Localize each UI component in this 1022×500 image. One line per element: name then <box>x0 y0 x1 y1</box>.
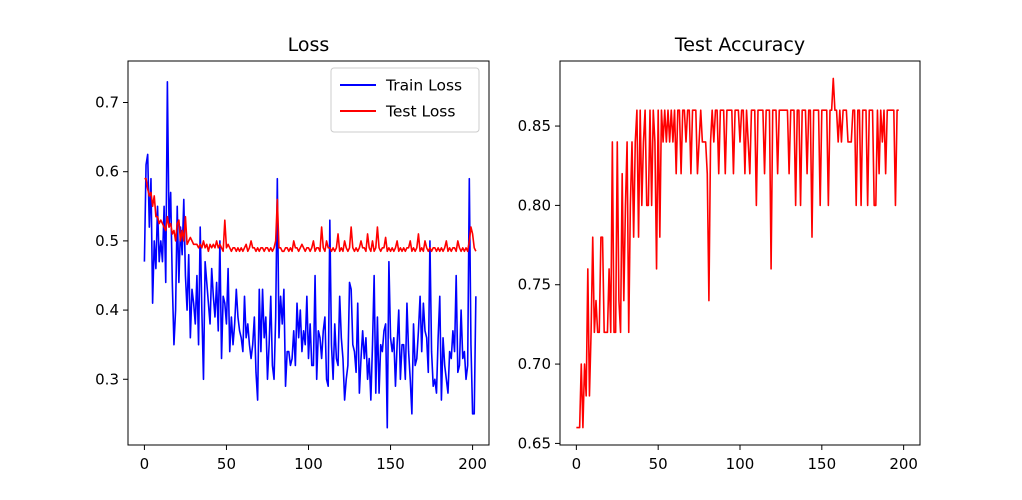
x-tick-label: 50 <box>217 455 236 473</box>
x-tick-label: 200 <box>889 455 918 473</box>
x-tick-label: 0 <box>572 455 582 473</box>
loss-chart: Loss 0 50 100 150 200 0.3 0.4 0.5 0.6 0.7 Train Los… <box>95 34 490 473</box>
chart-title: Loss <box>288 34 330 56</box>
x-tick-label: 100 <box>726 455 755 473</box>
legend-label: Train Loss <box>385 77 462 95</box>
test-accuracy-chart: Test Accuracy 0 50 100 150 200 0.65 0.70 0.75 0.8… <box>518 34 921 473</box>
y-tick-label: 0.5 <box>95 232 119 250</box>
y-tick-label: 0.6 <box>95 163 119 181</box>
series-line-accuracy <box>576 77 899 429</box>
x-tick-label: 50 <box>649 455 668 473</box>
x-tick-label: 200 <box>458 455 487 473</box>
series-line-train-loss <box>143 80 477 429</box>
x-tick-label: 150 <box>376 455 405 473</box>
x-tick-label: 150 <box>807 455 836 473</box>
legend: Train Loss Test Loss <box>330 67 480 133</box>
y-tick-label: 0.80 <box>518 196 551 214</box>
series-line-test-loss <box>144 177 477 253</box>
y-tick-label: 0.7 <box>95 94 119 112</box>
y-tick-label: 0.75 <box>518 276 551 294</box>
y-tick-label: 0.85 <box>518 117 551 135</box>
x-tick-label: 100 <box>294 455 323 473</box>
y-tick-label: 0.70 <box>518 355 551 373</box>
x-tick-label: 0 <box>140 455 150 473</box>
chart-title: Test Accuracy <box>674 34 805 56</box>
legend-label: Test Loss <box>385 103 455 121</box>
y-tick-label: 0.3 <box>95 370 119 388</box>
y-tick-label: 0.4 <box>95 301 119 319</box>
y-tick-label: 0.65 <box>518 434 551 452</box>
